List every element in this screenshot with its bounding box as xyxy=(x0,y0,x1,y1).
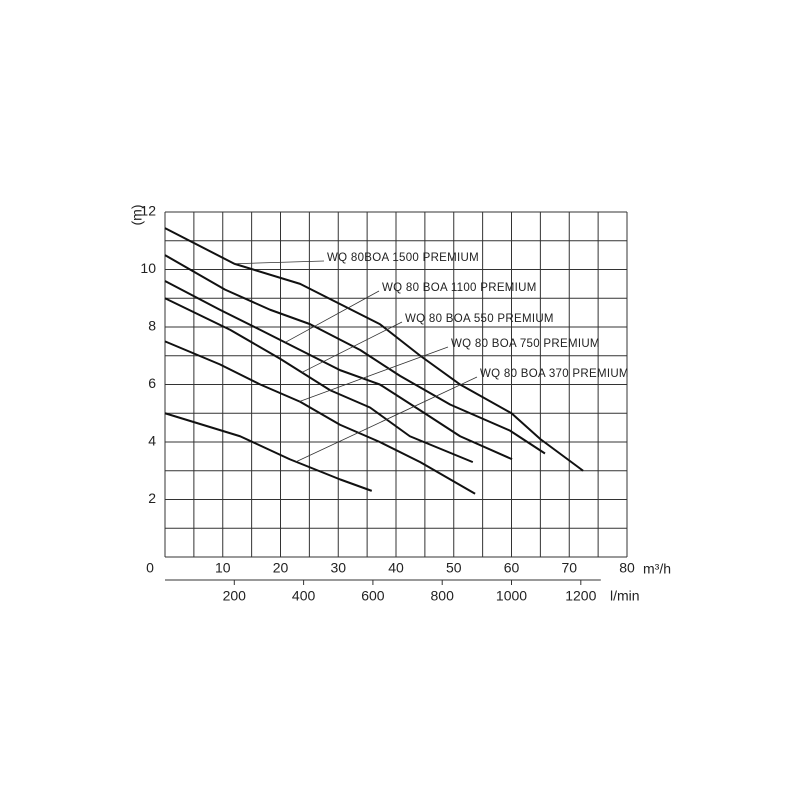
x-tick-label: 80 xyxy=(619,560,635,576)
x-tick-label: 30 xyxy=(330,560,346,576)
x2-tick-label: 200 xyxy=(223,588,247,604)
series-label: WQ 80 BOA 1100 PREMIUM xyxy=(382,282,537,294)
y-axis-label: (m) xyxy=(129,205,145,226)
x-tick-label: 10 xyxy=(215,560,231,576)
series-label: WQ 80 BOA 550 PREMIUM xyxy=(405,313,554,325)
y-tick-label: 2 xyxy=(148,490,156,506)
x-tick-label: 60 xyxy=(504,560,520,576)
series-label: WQ 80 BOA 370 PREMIUM xyxy=(480,368,629,380)
x-tick-label: 50 xyxy=(446,560,462,576)
curve xyxy=(164,412,373,492)
y-tick-label: 12 xyxy=(140,203,156,219)
x2-axis-label: l/min xyxy=(610,588,640,604)
leader-line xyxy=(234,260,325,265)
leader-line xyxy=(284,290,380,343)
x-axis-label: m³/h xyxy=(643,561,671,577)
y-tick-label: 8 xyxy=(148,318,156,334)
x-tick-label: 20 xyxy=(273,560,289,576)
curve xyxy=(164,227,584,472)
x-tick-label: 0 xyxy=(146,560,154,576)
series-label: WQ 80BOA 1500 PREMIUM xyxy=(327,252,479,264)
curve xyxy=(164,280,513,461)
y-tick-label: 10 xyxy=(140,260,156,276)
curve xyxy=(164,340,476,495)
x2-tick-label: 1200 xyxy=(565,588,596,604)
leader-line xyxy=(295,376,478,463)
y-tick-label: 4 xyxy=(148,433,156,449)
leader-line xyxy=(301,321,403,373)
leader-line xyxy=(299,346,449,402)
curve xyxy=(164,254,546,455)
series-label: WQ 80 BOA 750 PREMIUM xyxy=(451,338,600,350)
y-tick-label: 6 xyxy=(148,375,156,391)
x2-tick-label: 400 xyxy=(292,588,316,604)
x-tick-label: 70 xyxy=(561,560,577,576)
x2-tick-label: 600 xyxy=(361,588,385,604)
x-tick-label: 40 xyxy=(388,560,404,576)
x2-tick-label: 1000 xyxy=(496,588,527,604)
x2-tick-label: 800 xyxy=(431,588,455,604)
